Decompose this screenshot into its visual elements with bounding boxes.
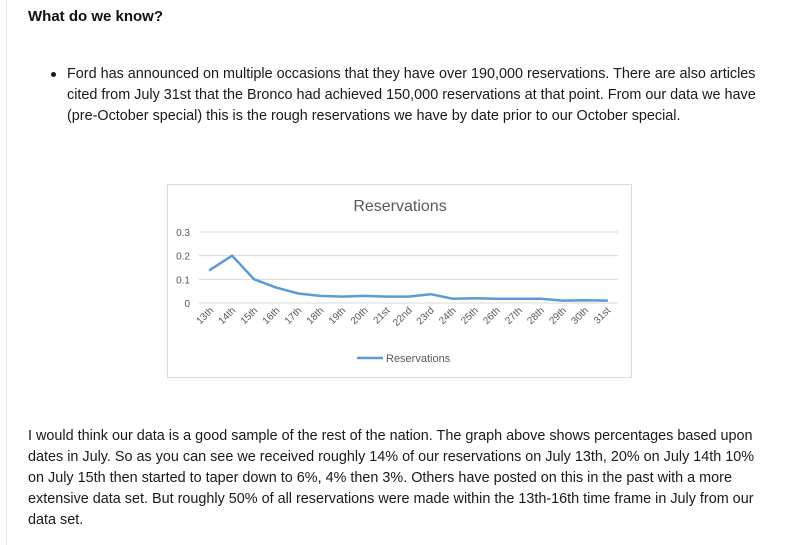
section-heading: What do we know? [28, 8, 163, 25]
bullet-dot-icon [51, 72, 56, 77]
x-tick-label: 23rd [415, 305, 437, 327]
chart-canvas: Reservations 0.3 0.2 0.1 0 13th 14th 15th 16th… [176, 198, 618, 365]
x-tick-label: 26th [481, 305, 503, 327]
y-axis-ticks: 0.3 0.2 0.1 0 [176, 228, 190, 310]
bullet-item: Ford has announced on multiple occasions… [48, 64, 778, 127]
x-tick-label: 21st [371, 305, 392, 326]
x-tick-label: 31st [592, 305, 613, 326]
legend-label: Reservations [386, 353, 451, 365]
content-left-border [6, 0, 7, 545]
chart-series [208, 254, 609, 302]
body-paragraph: I would think our data is a good sample … [28, 428, 755, 528]
chart-title: Reservations [353, 198, 446, 215]
x-tick-label: 28th [525, 305, 547, 327]
x-tick-label: 18th [305, 305, 327, 327]
series-line [208, 254, 609, 302]
y-tick-label: 0.2 [176, 252, 190, 263]
x-tick-label: 14th [217, 305, 239, 327]
x-tick-label: 15th [239, 305, 261, 327]
x-tick-label: 27th [503, 305, 525, 327]
reservations-chart: Reservations 0.3 0.2 0.1 0 13th 14th 15th 16th… [167, 184, 632, 378]
x-tick-label: 17th [283, 305, 305, 327]
x-tick-label: 30th [569, 305, 591, 327]
x-tick-label: 25th [459, 305, 481, 327]
x-tick-label: 13th [195, 305, 217, 327]
chart-legend: Reservations [357, 353, 451, 365]
y-tick-label: 0.1 [176, 275, 190, 286]
x-tick-label: 19th [327, 305, 349, 327]
x-tick-label: 24th [437, 305, 459, 327]
x-tick-label: 16th [261, 305, 283, 327]
chart-gridlines [199, 231, 618, 304]
x-tick-label: 29th [547, 305, 569, 327]
x-tick-label: 22nd [391, 305, 415, 329]
bullet-text: Ford has announced on multiple occasions… [67, 66, 756, 124]
x-tick-label: 20th [349, 305, 371, 327]
bullet-list: Ford has announced on multiple occasions… [48, 64, 778, 127]
y-tick-label: 0.3 [176, 228, 190, 239]
x-axis-ticks: 13th 14th 15th 16th 17th 18th 19th 20th 21st22nd… [195, 305, 614, 329]
y-tick-label: 0 [184, 299, 190, 310]
